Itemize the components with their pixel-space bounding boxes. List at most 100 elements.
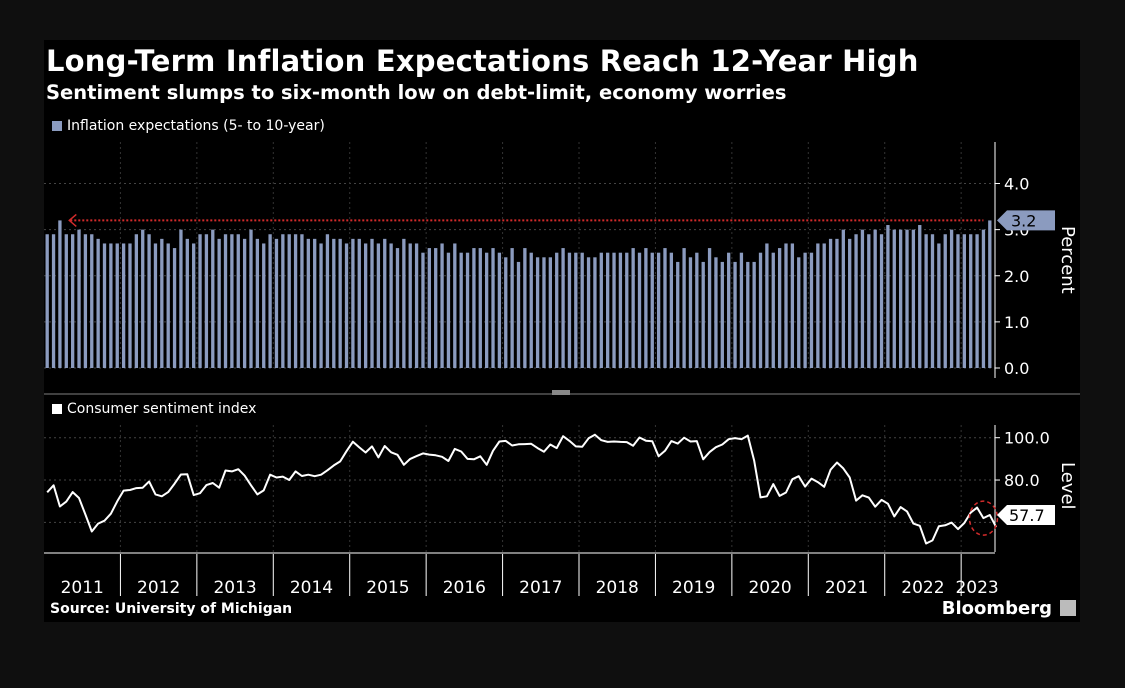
bar-129 (867, 234, 871, 368)
bar-26 (211, 229, 215, 368)
bar-65 (459, 252, 463, 368)
ytick-label-bot-100.0: 100.0 (1004, 429, 1050, 448)
bar-126 (848, 238, 852, 368)
bar-141 (943, 234, 947, 368)
bar-2 (58, 220, 62, 368)
bar-82 (567, 252, 572, 368)
bar-48 (351, 238, 355, 368)
xtick-label-2013: 2013 (213, 578, 256, 598)
chart-subtitle: Sentiment slumps to six-month low on deb… (46, 81, 787, 104)
bar-85 (586, 257, 591, 368)
bar-143 (956, 234, 960, 368)
bar-0 (45, 234, 49, 368)
bar-58 (414, 243, 419, 368)
bar-72 (504, 257, 508, 368)
bar-127 (854, 234, 858, 368)
bar-15 (141, 229, 145, 368)
xtick-label-2021: 2021 (825, 578, 868, 598)
bar-137 (918, 225, 922, 368)
bloomberg-icon (1060, 600, 1076, 616)
bar-12 (121, 243, 126, 368)
bar-92 (631, 248, 635, 368)
bar-96 (656, 252, 661, 368)
bar-43 (319, 243, 323, 368)
bar-95 (650, 252, 654, 368)
ytick-label-top-0.0: 0.0 (1004, 359, 1029, 378)
bar-47 (344, 243, 349, 368)
bar-136 (911, 229, 916, 368)
bar-93 (637, 252, 642, 368)
bar-100 (682, 248, 686, 368)
bar-63 (446, 252, 451, 368)
bar-49 (357, 238, 361, 368)
bar-125 (841, 229, 845, 368)
bar-124 (835, 238, 839, 368)
bar-76 (529, 252, 533, 368)
bar-121 (816, 243, 820, 368)
bar-134 (898, 229, 903, 368)
bar-68 (478, 248, 482, 368)
bar-97 (663, 248, 667, 368)
xtick-label-2016: 2016 (443, 578, 486, 598)
bar-52 (376, 243, 381, 368)
legend-label-sentiment: Consumer sentiment index (67, 401, 257, 417)
bloomberg-logo: Bloomberg (941, 598, 1052, 619)
bar-37 (281, 234, 285, 368)
pane-resize-handle (552, 390, 570, 395)
bar-17 (153, 243, 158, 368)
bar-9 (102, 243, 107, 368)
bar-102 (695, 252, 699, 368)
bar-61 (434, 248, 438, 368)
bar-64 (453, 243, 457, 368)
bar-67 (472, 248, 476, 368)
bar-6 (83, 234, 88, 368)
bar-29 (230, 234, 234, 368)
bar-54 (389, 243, 393, 368)
bar-81 (561, 248, 565, 368)
legend-inflation: Inflation expectations (5- to 10-year) (52, 118, 325, 134)
reference-arrow-icon (68, 213, 77, 227)
bar-53 (383, 238, 387, 368)
bar-69 (484, 252, 489, 368)
bar-1 (51, 234, 56, 368)
bar-103 (701, 261, 705, 368)
bar-108 (733, 261, 737, 368)
bar-146 (975, 234, 979, 368)
bar-39 (293, 234, 298, 368)
bar-42 (313, 238, 317, 368)
bar-34 (262, 243, 266, 368)
bar-115 (777, 248, 782, 368)
xtick-label-2017: 2017 (519, 578, 562, 598)
bar-50 (363, 243, 368, 368)
bar-14 (134, 234, 139, 368)
bar-90 (618, 252, 623, 368)
sentiment-line (46, 433, 998, 545)
bar-128 (860, 229, 865, 368)
bar-87 (599, 252, 603, 368)
bar-91 (625, 252, 629, 368)
bar-139 (930, 234, 935, 368)
legend-sentiment: Consumer sentiment index (52, 401, 256, 417)
bar-25 (204, 234, 209, 368)
bar-19 (166, 243, 170, 368)
latest-value-tag-bottom (997, 504, 1055, 525)
bar-110 (746, 261, 750, 368)
xtick-label-2022: 2022 (901, 578, 944, 598)
bar-138 (924, 234, 928, 368)
xtick-label-2020: 2020 (748, 578, 791, 598)
ytick-label-top-1.0: 1.0 (1004, 313, 1029, 332)
bar-144 (962, 234, 966, 368)
bar-94 (644, 248, 648, 368)
xtick-label-2011: 2011 (61, 578, 104, 598)
bar-18 (160, 238, 164, 368)
bar-78 (542, 257, 546, 368)
bar-55 (395, 248, 400, 368)
bar-83 (574, 252, 578, 368)
bar-122 (822, 243, 826, 368)
bar-130 (873, 229, 877, 368)
bar-133 (892, 229, 896, 368)
bar-11 (115, 243, 119, 368)
bar-75 (523, 248, 527, 368)
bar-120 (809, 252, 814, 368)
bar-147 (981, 229, 986, 368)
